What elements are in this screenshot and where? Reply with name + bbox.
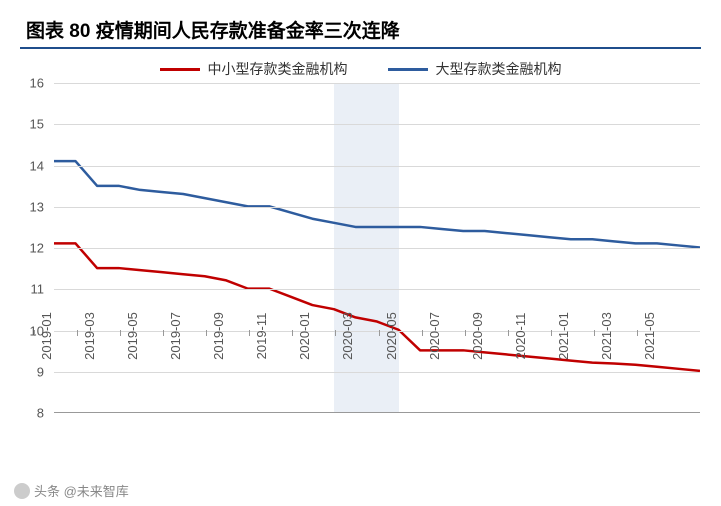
x-tick-label: 2021-01 bbox=[556, 312, 571, 360]
x-tickmark bbox=[508, 330, 509, 336]
y-tick-label: 11 bbox=[31, 282, 45, 297]
x-tick-label: 2020-05 bbox=[384, 312, 399, 360]
legend-label-series1: 中小型存款类金融机构 bbox=[208, 59, 348, 79]
x-tick-label: 2019-03 bbox=[82, 312, 97, 360]
x-tickmark bbox=[551, 330, 552, 336]
x-tickmark bbox=[465, 330, 466, 336]
gridline bbox=[54, 83, 700, 84]
y-tick-label: 12 bbox=[30, 241, 44, 256]
gridline bbox=[54, 124, 700, 125]
gridline bbox=[54, 248, 700, 249]
x-tickmark bbox=[120, 330, 121, 336]
x-tick-label: 2020-09 bbox=[470, 312, 485, 360]
x-tick-label: 2019-07 bbox=[168, 312, 183, 360]
legend-swatch-series1 bbox=[160, 68, 200, 71]
y-tick-label: 16 bbox=[30, 76, 44, 91]
x-tickmark bbox=[249, 330, 250, 336]
x-tickmark bbox=[77, 330, 78, 336]
legend-item-series2: 大型存款类金融机构 bbox=[388, 59, 562, 79]
x-tickmark bbox=[379, 330, 380, 336]
y-tick-label: 15 bbox=[30, 117, 44, 132]
source-label: 头条 @未来智库 bbox=[34, 481, 129, 500]
gridline bbox=[54, 289, 700, 290]
x-tickmark bbox=[163, 330, 164, 336]
x-tickmark bbox=[594, 330, 595, 336]
x-tickmark bbox=[335, 330, 336, 336]
x-tick-label: 2019-09 bbox=[211, 312, 226, 360]
legend-item-series1: 中小型存款类金融机构 bbox=[160, 59, 348, 79]
x-tickmark bbox=[637, 330, 638, 336]
gridline bbox=[54, 207, 700, 208]
x-tickmark bbox=[34, 330, 35, 336]
x-tickmark bbox=[206, 330, 207, 336]
gridline bbox=[54, 166, 700, 167]
x-tick-label: 2019-11 bbox=[254, 313, 269, 360]
y-tick-label: 13 bbox=[30, 199, 44, 214]
x-tick-label: 2019-05 bbox=[125, 312, 140, 360]
x-tick-label: 2020-07 bbox=[427, 312, 442, 360]
x-tick-label: 2020-03 bbox=[340, 312, 355, 360]
legend-label-series2: 大型存款类金融机构 bbox=[436, 59, 562, 79]
legend: 中小型存款类金融机构 大型存款类金融机构 bbox=[20, 49, 701, 83]
x-tick-label: 2021-03 bbox=[599, 312, 614, 360]
legend-swatch-series2 bbox=[388, 68, 428, 71]
x-axis: 2019-012019-032019-052019-072019-092019-… bbox=[34, 334, 701, 424]
x-tick-label: 2020-01 bbox=[297, 312, 312, 360]
x-tick-label: 2021-05 bbox=[642, 312, 657, 360]
x-tickmark bbox=[292, 330, 293, 336]
x-tick-label: 2020-11 bbox=[513, 313, 528, 360]
series-line bbox=[54, 161, 700, 247]
y-tick-label: 14 bbox=[30, 158, 44, 173]
source-icon bbox=[14, 483, 30, 499]
x-tickmark bbox=[422, 330, 423, 336]
chart-container: 图表 80 疫情期间人民存款准备金率三次连降 中小型存款类金融机构 大型存款类金… bbox=[0, 0, 721, 506]
chart-title: 图表 80 疫情期间人民存款准备金率三次连降 bbox=[20, 10, 701, 49]
x-tick-label: 2019-01 bbox=[39, 312, 54, 360]
source-credit: 头条 @未来智库 bbox=[14, 481, 129, 500]
